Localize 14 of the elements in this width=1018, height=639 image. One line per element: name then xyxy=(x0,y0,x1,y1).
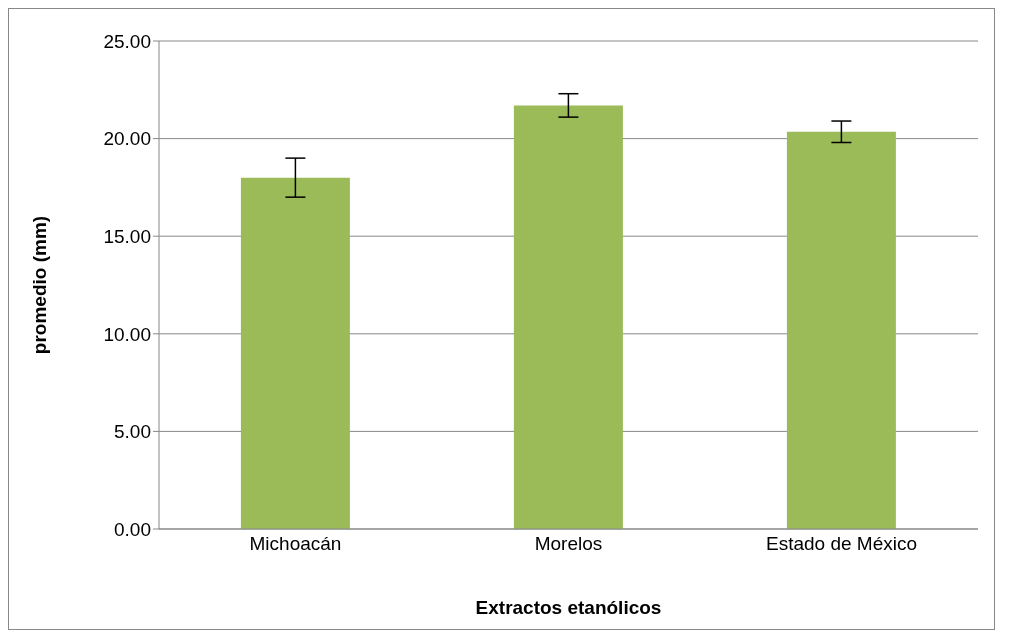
x-tick-label: Morelos xyxy=(534,533,603,555)
x-tick-label: Michoacán xyxy=(249,533,342,555)
x-tick-label: Estado de México xyxy=(765,533,918,555)
bar xyxy=(786,131,896,529)
y-tick-label: 15.00 xyxy=(103,225,151,247)
y-tick-label: 0.00 xyxy=(114,518,151,540)
x-axis-title: Extractos etanólicos xyxy=(475,597,662,618)
bar xyxy=(240,177,350,529)
y-tick-label: 20.00 xyxy=(103,128,151,150)
bar xyxy=(513,105,623,529)
y-tick-label: 25.00 xyxy=(103,30,151,52)
y-tick-label: 5.00 xyxy=(114,421,151,443)
y-tick-label: 10.00 xyxy=(103,323,151,345)
y-axis-title: promedio (mm) xyxy=(28,215,50,355)
